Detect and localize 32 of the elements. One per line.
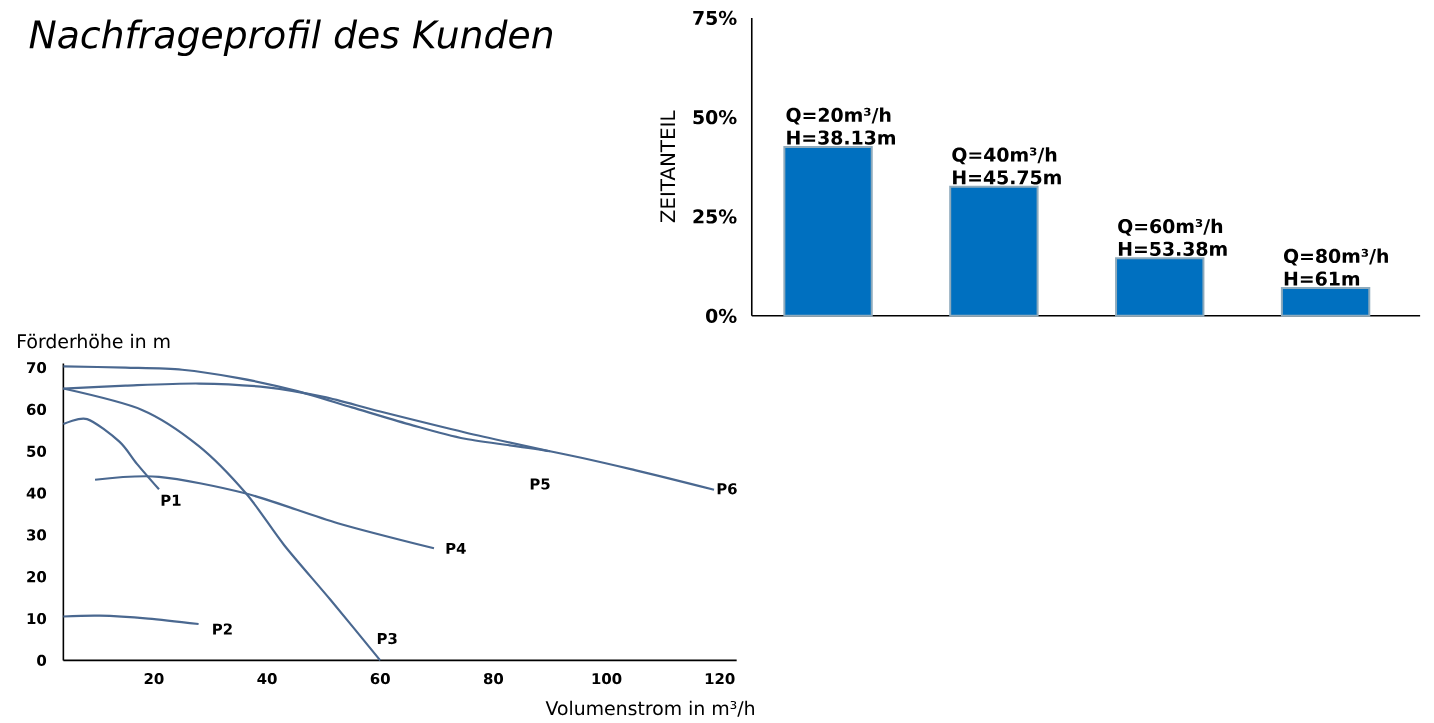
y-tick-label: 50 [27, 445, 47, 457]
series-label: P6 [717, 483, 737, 495]
x-tick-label: 80 [483, 673, 504, 685]
data-label: Q=40m³/h H=45.75m [952, 147, 1061, 185]
series-label: P1 [161, 494, 181, 506]
data-label: Q=80m³/h H=61m [1283, 248, 1388, 286]
y-tick-label: 50% [693, 110, 737, 125]
series-label: P5 [530, 478, 550, 490]
y-tick-label: 60 [26, 403, 47, 416]
y-tick-label: 20 [27, 571, 47, 583]
y-tick-label: 70 [27, 362, 47, 374]
x-tick-label: 120 [705, 673, 735, 685]
series-label: P3 [377, 632, 397, 645]
y-tick-label: 25% [693, 209, 737, 224]
x-axis-title: Volumenstrom in m³/h [545, 700, 754, 717]
series-label: P2 [213, 623, 232, 635]
x-tick-label: 60 [370, 673, 390, 685]
x-tick-label: 100 [592, 673, 622, 685]
data-label: Q=20m³/h H=38.13m [786, 107, 895, 145]
y-axis-title: ZEITANTEIL [660, 110, 675, 223]
x-tick-label: 20 [144, 673, 164, 685]
data-label: Q=60m³/h H=53.38m [1118, 218, 1227, 256]
y-tick-label: 30 [27, 529, 47, 541]
x-tick-label: 40 [257, 673, 277, 685]
y-tick-label: 0 [37, 654, 47, 667]
y-axis-title: Förderhöhe in m [18, 333, 170, 349]
y-tick-label: 10 [27, 612, 47, 625]
text: Nachfrageprofil des Kunden [29, 19, 553, 56]
y-tick-label: 0% [706, 308, 737, 323]
y-tick-label: 40 [26, 487, 47, 499]
series-label: P4 [446, 542, 466, 554]
y-tick-label: 75% [693, 10, 737, 26]
